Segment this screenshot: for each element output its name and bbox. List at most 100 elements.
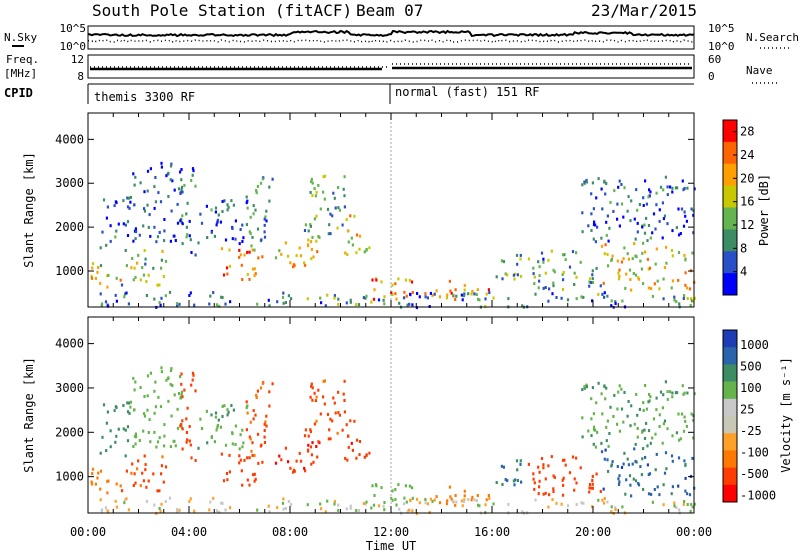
power-cell-16-82 (626, 209, 629, 213)
power-cell-4-18 (190, 179, 193, 182)
velocity-cell-17-81 (606, 500, 609, 504)
power-cell-3-24 (134, 237, 137, 241)
power-cell-16-86 (596, 225, 599, 229)
power-cell-16-94 (658, 219, 661, 223)
velocity-colorbar-label-6: -500 (740, 467, 769, 481)
velocity-cell-14-2 (588, 486, 591, 490)
velocity-cell-16-16 (612, 415, 615, 418)
velocity-cell-15-23 (641, 457, 644, 461)
power-cell-10-9 (349, 214, 352, 218)
power-cell-2-12 (125, 264, 128, 268)
power-cell-4-2 (194, 253, 197, 257)
power-cell-5-30 (231, 237, 234, 241)
velocity-cell-0-4 (94, 482, 97, 486)
velocity-cell-15-47 (653, 488, 656, 491)
power-cell-15-42 (642, 282, 645, 286)
power-cell-16-25 (661, 236, 664, 240)
velocity-cell-3-55 (173, 393, 176, 397)
power-cell-15-11 (620, 260, 624, 264)
power-cell-16-26 (594, 240, 597, 244)
velocity-cell-16-35 (635, 392, 638, 396)
power-cell-15-18 (671, 254, 674, 258)
velocity-cell-16-103 (678, 438, 681, 442)
velocity-cell-17-5 (693, 502, 696, 506)
velocity-cell-14-4 (537, 492, 540, 496)
velocity-cell-14-29 (561, 493, 565, 497)
power-cell-11-12 (408, 278, 411, 282)
power-cell-17-125 (689, 303, 692, 307)
power-cell-0-6 (97, 266, 100, 269)
velocity-cell-6-16 (261, 460, 264, 464)
velocity-cell-17-103 (555, 501, 558, 505)
power-cell-16-106 (600, 187, 603, 191)
power-cell-14-30 (562, 278, 565, 282)
power-cell-15-43 (606, 252, 609, 256)
velocity-cell-17-19 (124, 498, 127, 502)
velocity-cell-3-42 (167, 399, 170, 403)
velocity-cell-13-5 (519, 462, 522, 466)
velocity-cell-17-74 (370, 506, 373, 510)
velocity-cell-17-86 (282, 497, 285, 501)
power-cell-7-5 (271, 177, 274, 181)
velocity-cell-9-14 (317, 388, 320, 392)
power-cell-17-65 (221, 296, 224, 299)
velocity-cell-14-46 (561, 458, 565, 462)
velocity-cell-5-25 (234, 443, 237, 446)
power-cell-16-98 (683, 210, 686, 214)
velocity-cell-16-3 (648, 399, 651, 403)
power-cell-9-36 (319, 207, 322, 211)
velocity-cell-16-47 (597, 381, 600, 385)
power-cell-17-109 (175, 302, 179, 306)
velocity-cell-5-22 (223, 404, 226, 408)
power-cell-15-67 (644, 250, 647, 254)
power-cell-3-58 (132, 239, 135, 243)
velocity-cell-17-78 (547, 505, 550, 509)
power-colorbar-label-0: 4 (740, 265, 747, 279)
velocity-cell-2-10 (160, 472, 163, 476)
power-cell-16-4 (581, 183, 584, 187)
power-cell-17-36 (212, 291, 215, 295)
power-ytick-label-0: 1000 (55, 264, 84, 278)
power-cell-17-110 (287, 294, 290, 298)
velocity-cell-16-79 (620, 387, 623, 391)
velocity-cell-1-9 (122, 427, 125, 431)
velocity-cell-17-53 (582, 501, 585, 505)
velocity-cell-13-0 (513, 483, 516, 487)
velocity-cell-5-9 (224, 443, 228, 447)
power-cell-11-11 (380, 280, 383, 284)
velocity-cell-15-35 (684, 489, 687, 493)
power-cell-17-107 (153, 297, 156, 301)
power-cell-9-28 (333, 196, 336, 200)
velocity-cell-17-90 (337, 508, 340, 512)
power-cell-16-42 (685, 219, 688, 223)
power-cell-17-47 (597, 292, 600, 296)
power-cell-7-8 (250, 244, 253, 248)
power-cell-17-77 (319, 296, 322, 300)
velocity-cell-9-26 (338, 413, 341, 417)
velocity-cell-17-0 (178, 508, 181, 512)
velocity-cell-16-80 (641, 430, 644, 434)
power-cell-17-27 (455, 294, 458, 298)
velocity-cell-17-47 (597, 498, 600, 502)
velocity-cell-7-30 (252, 417, 255, 421)
power-cell-10-4 (358, 234, 362, 238)
power-cell-15-10 (658, 287, 661, 291)
velocity-cell-12-1 (476, 494, 479, 497)
power-cell-1-1 (122, 199, 125, 203)
power-cell-16-34 (585, 178, 588, 182)
velocity-colorbar-label-4: -25 (740, 424, 762, 438)
power-cell-15-22 (640, 267, 643, 271)
velocity-cell-3-47 (173, 439, 176, 443)
velocity-cell-16-15 (676, 391, 679, 395)
velocity-cell-3-31 (134, 380, 137, 384)
velocity-cell-16-109 (648, 393, 651, 396)
velocity-cell-17-23 (610, 510, 613, 514)
velocity-cell-3-60 (143, 395, 146, 398)
velocity-cell-10-5 (368, 451, 371, 455)
power-cell-6-0 (246, 272, 249, 276)
velocity-cell-4-16 (181, 447, 184, 451)
velocity-cell-2-17 (164, 465, 168, 469)
velocity-cell-3-38 (179, 396, 182, 399)
power-cell-16-108 (654, 227, 657, 231)
power-cell-12-3 (471, 289, 474, 293)
